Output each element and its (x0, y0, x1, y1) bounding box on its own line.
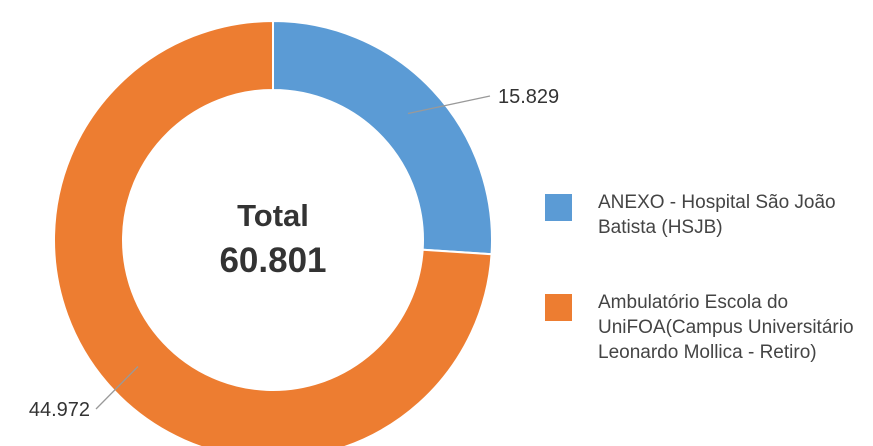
value-label: 44.972 (29, 399, 90, 421)
leader-line (407, 95, 491, 115)
legend-swatch (545, 294, 572, 321)
donut-slice (53, 19, 493, 446)
donut-slice (272, 19, 493, 256)
center-title: Total (237, 198, 309, 233)
legend-label: Ambulatório Escola do UniFOA(Campus Univ… (598, 292, 854, 363)
legend-item: Ambulatório Escola do UniFOA(Campus Univ… (545, 290, 865, 365)
legend-item: ANEXO - Hospital São João Batista (HSJB) (545, 190, 865, 240)
value-label: 15.829 (498, 86, 559, 108)
legend-swatch (545, 194, 572, 221)
legend-label: ANEXO - Hospital São João Batista (HSJB) (598, 192, 836, 238)
center-value: 60.801 (219, 241, 326, 280)
leader-line (95, 366, 139, 410)
